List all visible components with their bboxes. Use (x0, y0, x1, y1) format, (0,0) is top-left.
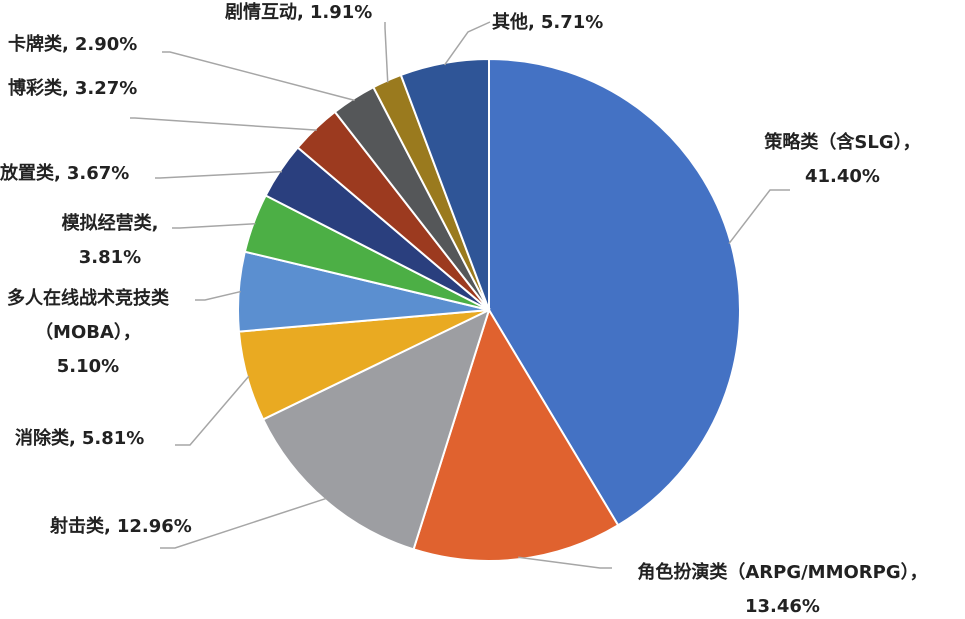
pie-slice (261, 308, 491, 551)
category-label: 消除类, (15, 428, 76, 449)
category-label: 剧情互动, (225, 2, 304, 23)
leader-line (160, 497, 327, 549)
value-label: 41.40% (805, 166, 880, 187)
slice-label: 角色扮演类（ARPG/MMORPG）， 13.46% (600, 556, 965, 619)
slice-label: 模拟经营类, 3.81% (35, 207, 185, 275)
leader-line (384, 22, 389, 83)
leader-line (195, 290, 241, 301)
leader-line (130, 117, 317, 131)
category-label: 放置类, (0, 163, 61, 184)
leader-line (162, 51, 355, 102)
category-label: 多人在线战术竞技类（MOBA）， (7, 288, 169, 343)
slice-label: 射击类, 12.96% (50, 510, 280, 544)
value-label: 2.90% (74, 34, 138, 55)
category-label: 卡牌类, (8, 34, 69, 55)
leader-line (155, 170, 283, 179)
leader-line (175, 375, 250, 446)
category-label: 模拟经营类, (61, 213, 159, 234)
category-label: 角色扮演类（ARPG/MMORPG）， (637, 562, 928, 583)
value-label: 5.10% (56, 356, 120, 377)
pie-slice (399, 57, 490, 311)
pie-slice (412, 307, 620, 562)
pie-slice (488, 57, 741, 527)
slice-label: 博彩类, 3.27% (8, 72, 178, 106)
category-label: 射击类, (50, 516, 111, 537)
category-label: 策略类（含SLG）， (764, 132, 921, 153)
value-label: 5.71% (540, 12, 604, 33)
leader-line (518, 556, 612, 569)
value-label: 13.46% (745, 596, 820, 617)
category-label: 其他, (492, 12, 535, 33)
value-label: 3.67% (66, 163, 130, 184)
slice-label: 策略类（含SLG）， 41.40% (735, 126, 950, 194)
leader-line (172, 222, 256, 229)
slice-label: 其他, 5.71% (492, 6, 642, 40)
slice-label: 卡牌类, 2.90% (8, 28, 178, 62)
slice-label: 消除类, 5.81% (15, 422, 205, 456)
slice-label: 剧情互动, 1.91% (225, 0, 425, 30)
category-label: 博彩类, (8, 78, 69, 99)
value-label: 3.27% (74, 78, 138, 99)
value-label: 1.91% (309, 2, 373, 23)
value-label: 5.81% (81, 428, 145, 449)
leader-line (728, 189, 790, 244)
leader-line (443, 21, 491, 66)
value-label: 12.96% (116, 516, 192, 537)
slice-label: 多人在线战术竞技类（MOBA）， 5.10% (2, 282, 174, 384)
value-label: 3.81% (78, 247, 142, 268)
slice-label: 放置类, 3.67% (0, 157, 170, 191)
